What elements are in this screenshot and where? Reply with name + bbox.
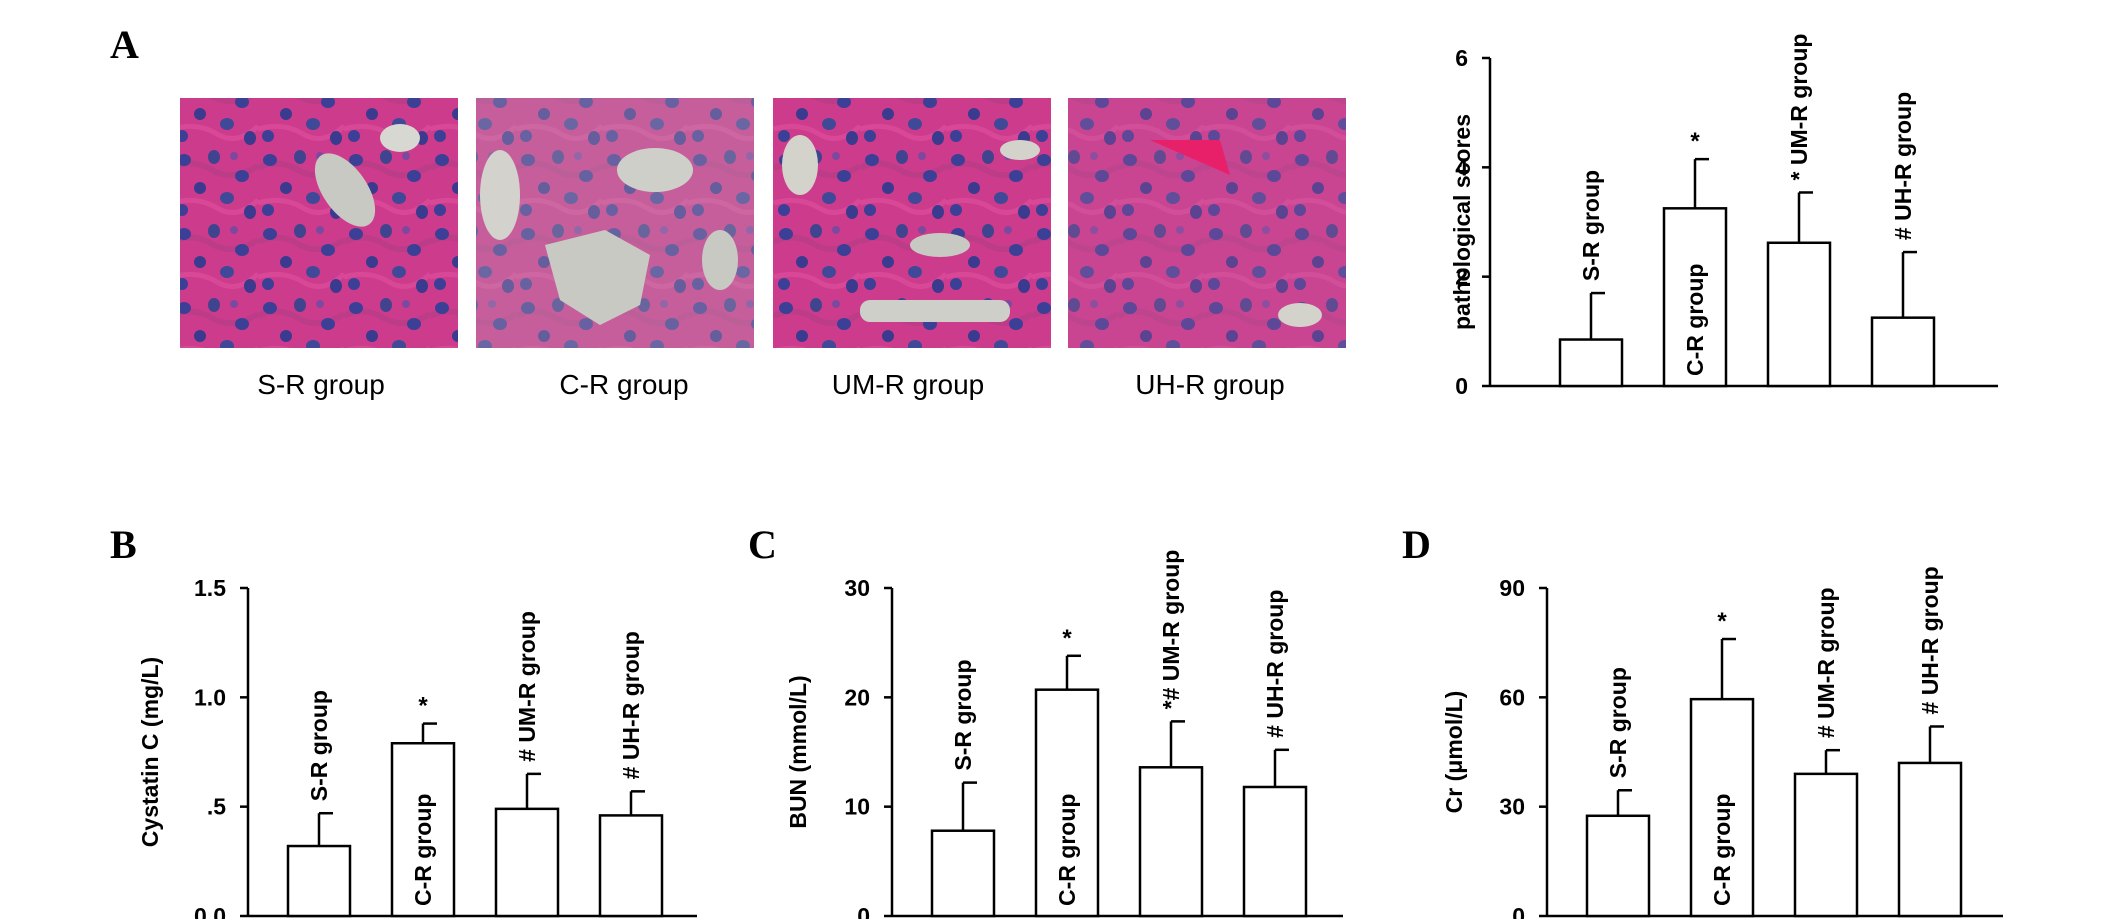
bar-category-label: # UM-R group bbox=[514, 611, 540, 762]
bar bbox=[1766, 241, 1832, 388]
significance-marker: * bbox=[1717, 608, 1727, 635]
y-axis-label: pathological scores bbox=[1449, 114, 1475, 330]
bar bbox=[1034, 688, 1100, 918]
bar bbox=[1558, 338, 1624, 388]
y-axis-label: BUN (mmol/L) bbox=[785, 675, 811, 828]
y-tick-label: 0.0 bbox=[194, 903, 226, 919]
significance-marker: * bbox=[418, 693, 428, 720]
y-tick-label: .5 bbox=[207, 794, 226, 820]
y-tick-label: 30 bbox=[844, 575, 870, 601]
y-tick-label: 30 bbox=[1499, 794, 1525, 820]
bar-category-label: # UH-R group bbox=[1917, 566, 1943, 714]
y-tick-label: 1.0 bbox=[194, 684, 226, 710]
bar-category-label: C-R group bbox=[1054, 794, 1080, 906]
y-tick-label: 0 bbox=[857, 903, 870, 919]
bar bbox=[1242, 785, 1308, 918]
chart-bun: 0 10 20 30 BUN (mmol/L) S-R group C-R group * *#… bbox=[785, 550, 1343, 924]
chart-cystatin-c: 0.0 .5 1.0 1.5 Cystatin C (mg/L) S-R group C-R… bbox=[137, 575, 697, 924]
micrograph-um-r bbox=[773, 98, 1051, 348]
micrograph-c-r bbox=[476, 98, 754, 348]
bar bbox=[930, 829, 996, 918]
y-tick-label: 4 bbox=[1455, 154, 1468, 180]
bar bbox=[598, 814, 664, 918]
bar-category-label: # UM-R group bbox=[1813, 587, 1839, 738]
bar bbox=[1138, 766, 1204, 918]
y-tick-label: 0 bbox=[1455, 373, 1468, 399]
bar-category-label: S-R group bbox=[950, 659, 976, 770]
y-axis-label: Cr (μmol/L) bbox=[1441, 691, 1467, 814]
micrograph-caption-c-r: C-R group bbox=[559, 369, 688, 400]
y-axis-label: Cystatin C (mg/L) bbox=[137, 657, 163, 847]
y-tick-label: 2 bbox=[1455, 264, 1468, 290]
bar bbox=[1689, 697, 1755, 918]
panel-label-d: D bbox=[1402, 522, 1431, 567]
bar-category-label: S-R group bbox=[1578, 170, 1604, 281]
significance-marker: * bbox=[1690, 128, 1700, 155]
bar bbox=[1585, 814, 1651, 918]
bar-category-label: # UH-R group bbox=[618, 631, 644, 779]
bar bbox=[1662, 207, 1728, 388]
y-tick-label: 20 bbox=[844, 684, 870, 710]
bar-category-label: # UH-R group bbox=[1890, 92, 1916, 240]
bar bbox=[1870, 316, 1936, 388]
y-tick-label: 0 bbox=[1512, 903, 1525, 919]
micrograph-caption-uh-r: UH-R group bbox=[1135, 369, 1284, 400]
bar bbox=[390, 742, 456, 918]
micrograph-uh-r bbox=[1068, 98, 1346, 348]
bar bbox=[1897, 761, 1963, 918]
bar-category-label: S-R group bbox=[306, 690, 332, 801]
bar-category-label: C-R group bbox=[1709, 794, 1735, 906]
bar-category-label: # UH-R group bbox=[1262, 590, 1288, 738]
micrograph-caption-um-r: UM-R group bbox=[832, 369, 984, 400]
bar bbox=[286, 844, 352, 918]
chart-pathological-scores: 0 2 4 6 pathological scores S-R group C-R grou… bbox=[1449, 34, 1998, 399]
micrograph-s-r bbox=[180, 98, 458, 348]
y-tick-label: 1.5 bbox=[194, 575, 226, 601]
y-tick-label: 6 bbox=[1455, 45, 1468, 71]
bar-category-label: S-R group bbox=[1605, 667, 1631, 778]
micrograph-caption-s-r: S-R group bbox=[257, 369, 385, 400]
y-tick-label: 90 bbox=[1499, 575, 1525, 601]
bar-category-label: *# UM-R group bbox=[1158, 550, 1184, 710]
bar bbox=[494, 807, 560, 918]
y-tick-label: 10 bbox=[844, 794, 870, 820]
bar-category-label: * UM-R group bbox=[1786, 34, 1812, 181]
bar bbox=[1793, 772, 1859, 918]
bar-category-label: C-R group bbox=[410, 794, 436, 906]
panel-label-b: B bbox=[110, 522, 137, 567]
chart-cr: 0 30 60 90 Cr (μmol/L) S-R group C-R group * # U… bbox=[1441, 566, 2003, 924]
y-tick-label: 60 bbox=[1499, 684, 1525, 710]
panel-label-c: C bbox=[748, 522, 777, 567]
panel-label-a: A bbox=[110, 22, 139, 67]
bar-category-label: C-R group bbox=[1682, 264, 1708, 376]
significance-marker: * bbox=[1062, 625, 1072, 652]
